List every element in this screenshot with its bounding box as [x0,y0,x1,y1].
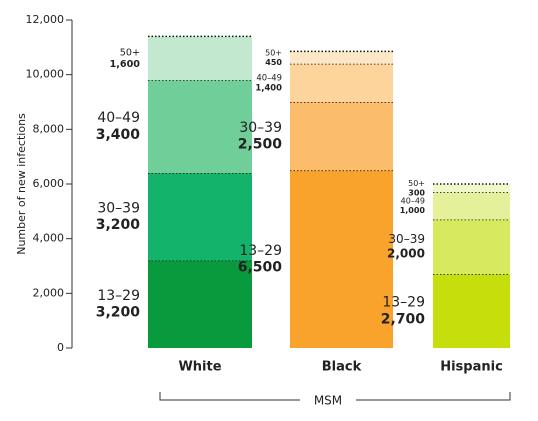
bracket-gap [300,392,356,408]
bar-segment [148,260,252,348]
y-axis-label: Number of new infections [15,113,28,255]
segment-name: 30–39 [97,200,140,216]
bar-segment [148,80,252,174]
segment-name: 50+ [265,48,282,57]
value-label: 2,700 [381,312,426,328]
bar-segment [433,184,510,193]
bar-segment [290,63,393,102]
segment-name: 50+ [120,47,140,58]
y-tick-label: 0 [57,341,64,354]
bar-segment [433,219,510,275]
bar-segment [148,173,252,261]
y-tick-label: 2,000 [33,286,65,299]
x-tick-label: White [178,360,221,375]
segment-name: 13–29 [382,295,425,311]
value-label: 6,500 [238,260,283,276]
x-tick-label: Hispanic [440,360,503,375]
y-tick-label: 10,000 [26,68,65,81]
bar-segment [148,36,252,81]
bar-segment [290,51,393,64]
segment-name: 30–39 [239,120,282,136]
group-label: MSM [314,394,342,408]
bar-segment [433,192,510,220]
value-label: 1,400 [255,82,282,92]
x-tick-label: Black [322,360,362,375]
bar-segment [290,102,393,171]
value-label: 450 [265,58,282,67]
y-tick-label: 8,000 [33,122,65,135]
y-tick-label: 6,000 [33,177,65,190]
value-label: 2,500 [238,137,283,153]
value-label: 300 [408,188,425,197]
value-label: 3,400 [96,127,141,143]
segment-name: 40–49 [401,197,425,206]
y-tick-label: 12,000 [26,13,65,26]
segment-name: 13–29 [97,288,140,304]
value-label: 3,200 [96,305,141,321]
segment-name: 30–39 [388,232,425,246]
bar-segment [433,274,510,348]
y-tick-label: 4,000 [33,232,65,245]
value-label: 1,600 [110,59,141,70]
value-label: 2,000 [387,247,425,261]
segment-name: 40–49 [256,72,282,82]
value-label: 3,200 [96,217,141,233]
segment-name: 50+ [408,179,425,188]
bar-segment [290,170,393,348]
segment-name: 13–29 [239,243,282,259]
segment-name: 40–49 [97,110,140,126]
value-label: 1,000 [400,206,426,215]
